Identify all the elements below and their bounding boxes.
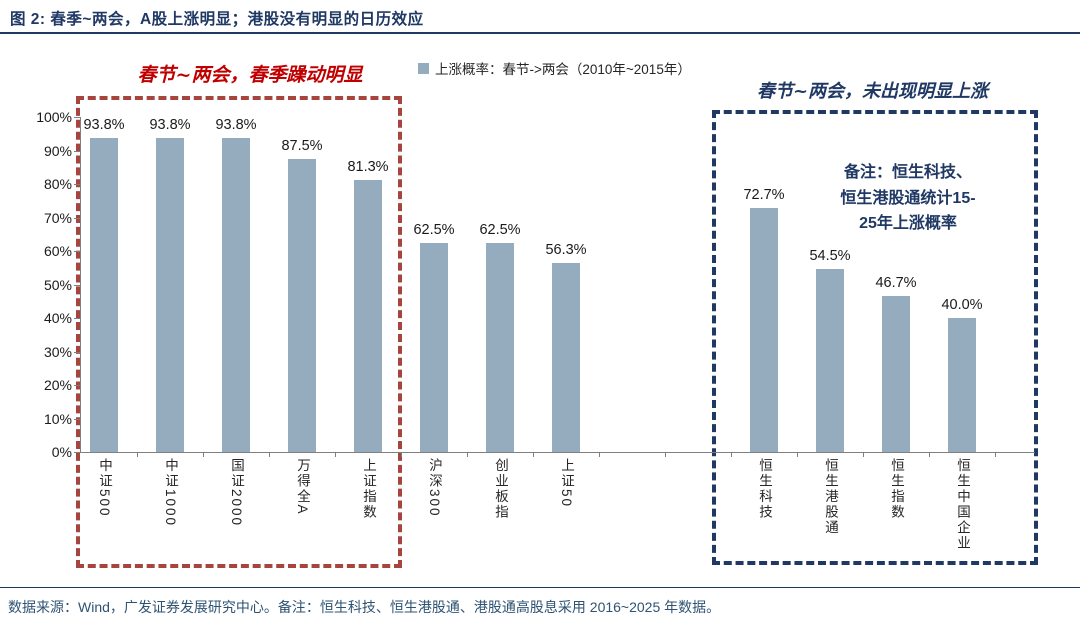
y-axis-tick	[74, 150, 80, 152]
chart-legend: 上涨概率：春节->两会（2010年~2015年）	[418, 58, 691, 78]
red-dashed-highlight-box	[76, 96, 402, 568]
x-axis-tick	[665, 452, 666, 457]
x-axis-category-label: 中证500	[97, 458, 112, 518]
bar	[156, 137, 184, 452]
x-axis-tick	[995, 452, 996, 457]
y-axis-tick-label: 70%	[43, 209, 72, 226]
x-axis-category-label: 沪深300	[427, 458, 442, 518]
x-axis-tick	[533, 452, 534, 457]
x-axis-tick	[731, 452, 732, 457]
y-axis-tick	[74, 385, 80, 386]
bar-value-label: 46.7%	[875, 274, 917, 291]
bar-value-label: 62.5%	[479, 221, 521, 238]
x-axis-tick	[203, 452, 204, 457]
bar-value-label: 81.3%	[347, 158, 389, 175]
chart-note-line: 备注：恒生科技、	[843, 164, 972, 181]
x-axis-tick	[269, 452, 270, 457]
bar-value-label: 62.5%	[413, 221, 455, 238]
bar-value-label: 87.5%	[281, 137, 323, 154]
bar	[882, 295, 910, 452]
y-axis-tick	[74, 251, 80, 252]
x-axis-tick	[401, 452, 402, 457]
y-axis-tick	[74, 217, 80, 219]
chart-note-line: 恒生港股通统计15-	[840, 189, 976, 207]
bar	[948, 318, 976, 452]
x-axis-category-label: 万得全A	[295, 458, 310, 516]
x-axis-category-label: 上证50	[559, 458, 574, 509]
navy-dashed-highlight-box	[712, 110, 1038, 565]
bar	[486, 242, 514, 452]
bar-value-label: 93.8%	[149, 116, 191, 133]
x-axis-tick	[929, 452, 930, 457]
x-axis-tick	[335, 452, 336, 457]
annotation-no-rally: 春节~两会，未出现明显上涨	[756, 81, 989, 102]
x-axis-category-label: 中证1000	[163, 458, 178, 528]
title-divider	[0, 32, 1080, 34]
x-axis-category-label: 恒生指数	[889, 458, 904, 520]
bar-value-label: 56.3%	[545, 242, 587, 259]
y-axis-tick-label: 80%	[43, 176, 72, 192]
y-axis-tick-label: 10%	[43, 410, 72, 427]
chart-note-line: 25年上涨概率	[859, 215, 957, 233]
x-axis-tick	[467, 452, 468, 457]
y-axis-tick	[74, 418, 80, 420]
y-axis-tick-label: 50%	[43, 276, 72, 293]
footer-divider	[0, 587, 1080, 588]
bar	[816, 269, 844, 452]
bar	[354, 179, 382, 452]
x-axis-tick	[599, 452, 600, 457]
x-axis-category-label: 上证指数	[361, 458, 376, 520]
x-axis-line	[80, 452, 1035, 453]
annotation-spring-rally: 春节~两会，春季躁动明显	[137, 64, 363, 86]
x-axis-category-label: 恒生中国企业	[955, 458, 970, 551]
bar	[552, 263, 580, 452]
y-axis-tick	[74, 117, 80, 118]
bar	[288, 158, 316, 452]
y-axis-tick-label: 20%	[43, 377, 72, 393]
chart-note: 备注：恒生科技、 恒生港股通统计15- 25年上涨概率	[797, 160, 1019, 237]
x-axis-tick	[137, 452, 138, 457]
bar-value-label: 40.0%	[941, 297, 983, 313]
x-axis-category-label: 创业板指	[493, 458, 508, 520]
y-axis-tick	[74, 452, 80, 453]
y-axis-tick	[74, 351, 80, 353]
bar	[420, 242, 448, 452]
y-axis-tick	[74, 284, 80, 286]
y-axis-line	[80, 117, 81, 452]
bar-value-label: 72.7%	[743, 187, 785, 204]
y-axis-tick-label: 100%	[36, 109, 72, 125]
y-axis-tick	[74, 184, 80, 185]
y-axis-tick-label: 30%	[43, 343, 72, 360]
bar-value-label: 93.8%	[215, 116, 257, 133]
bar-value-label: 54.5%	[809, 248, 851, 265]
bar	[222, 137, 250, 452]
y-axis-tick	[74, 318, 80, 319]
figure-title: 图 2: 春季~两会，A股上涨明显；港股没有明显的日历效应	[10, 11, 424, 28]
x-axis-category-label: 恒生港股通	[823, 458, 838, 536]
y-axis-tick-label: 0%	[51, 444, 72, 460]
y-axis-tick-label: 60%	[43, 243, 72, 259]
legend-swatch-icon	[418, 62, 429, 74]
x-axis-category-label: 恒生科技	[757, 458, 772, 520]
y-axis-tick-label: 90%	[43, 142, 72, 159]
source-note: 数据来源：Wind，广发证券发展研究中心。备注：恒生科技、恒生港股通、港股通高股…	[8, 599, 721, 615]
bar	[90, 137, 118, 452]
bar	[750, 208, 778, 452]
bar-value-label: 93.8%	[83, 116, 125, 133]
x-axis-category-label: 国证2000	[229, 458, 244, 528]
x-axis-tick	[797, 452, 798, 457]
x-axis-tick	[863, 452, 864, 457]
legend-label: 上涨概率：春节->两会（2010年~2015年）	[435, 62, 691, 77]
y-axis-tick-label: 40%	[43, 310, 72, 326]
